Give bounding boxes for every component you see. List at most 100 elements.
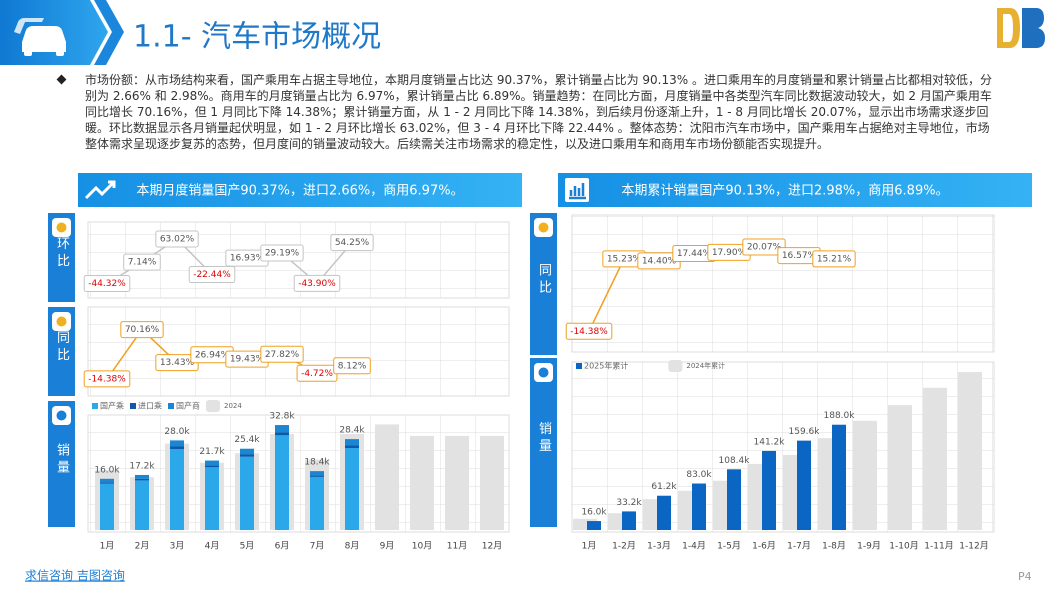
bar-previous [853,420,877,530]
label-box [83,370,131,388]
bar-previous [958,372,982,530]
data-label: 141.2k [754,437,786,447]
tab-label: 同比 [54,331,69,365]
legend-label: 国产商 [176,401,200,411]
label-box [188,265,236,283]
header-chevron [94,0,124,65]
data-label: 17.2k [129,461,155,471]
bar [135,474,149,479]
bar [135,478,149,481]
banner-text: 本期月度销量国产90.37%，进口2.66%，商用6.97%。 [136,183,463,199]
bar [100,483,114,530]
data-label: 27.82% [265,350,300,360]
chart-icon [565,178,589,202]
plot-area [87,414,510,533]
summary-text: 市场份额：从市场结构来看，国产乘用车占据主导地位，本期月度销量占比达 90.37… [85,73,992,151]
bar [100,482,114,484]
label-box [293,274,341,292]
bar-previous [923,387,947,530]
x-tick-label: 8月 [345,541,360,552]
x-tick-label: 10月 [412,541,432,552]
data-label: -43.90% [298,279,336,289]
data-label: 13.43% [160,358,195,368]
label-box [260,345,304,363]
x-tick-label: 6月 [275,541,290,552]
bar [275,435,289,530]
data-label: 188.0k [824,411,856,421]
bar [310,475,324,477]
banner [558,173,1032,207]
data-label: 32.8k [269,412,295,422]
x-tick-label: 1-2月 [612,541,636,552]
x-tick-label: 1-5月 [717,541,741,552]
data-label: 20.07% [747,243,782,253]
x-tick-label: 1月 [582,541,597,552]
data-label: 63.02% [160,235,195,245]
page-number: P4 [1018,570,1032,583]
x-tick-label: 1-4月 [682,541,706,552]
bar [205,467,219,530]
tab-icon-dot [538,222,549,233]
legend-label: 国产乘 [100,401,124,411]
bar [832,424,846,530]
bar [692,483,706,530]
bar [170,446,184,450]
legend-swatch [130,403,136,409]
data-label: 25.4k [234,435,260,445]
data-label: 21.7k [199,447,225,457]
bar [345,439,359,446]
bar [240,448,254,455]
label-box [120,321,164,339]
x-tick-label: 1-7月 [787,541,811,552]
data-label: 83.0k [686,470,712,480]
legend-label: 2024 [224,402,242,410]
x-tick-label: 9月 [380,541,395,552]
label-box [260,244,304,262]
data-label: 16.0k [581,508,607,518]
bar [797,440,811,530]
data-label: 17.44% [677,249,712,259]
bar [205,460,219,466]
x-tick-label: 1-9月 [857,541,881,552]
bar [345,445,359,449]
bar [275,432,289,436]
bar [205,465,219,468]
bar [587,521,601,530]
data-label: 33.2k [616,498,642,508]
data-label: -22.44% [193,270,231,280]
label-box [83,275,131,293]
legend-swatch [92,403,98,409]
data-label: -4.72% [301,369,333,379]
data-label: 54.25% [335,238,370,248]
x-tick-label: 1-3月 [647,541,671,552]
label-box [123,253,161,271]
footer-brand: 求信咨询 吉图咨询 [25,568,125,583]
tab-icon-dot [56,410,67,421]
data-label: 28.4k [339,426,365,436]
data-label: 15.23% [607,254,642,264]
data-label: 61.2k [651,482,677,492]
legend-swatch [668,360,683,372]
bar [622,511,636,530]
tab-label: 销量 [54,443,70,477]
bar [240,454,254,457]
legend-swatch [168,403,174,409]
bar [100,478,114,483]
label-box [742,238,786,256]
plot-area [571,214,995,353]
data-label: 16.93% [230,254,265,264]
tab-label: 销量 [536,422,552,456]
data-label: 14.40% [642,256,677,266]
tab-icon-dot [56,222,67,233]
tab-icon-dot [56,316,67,327]
x-tick-label: 7月 [310,541,325,552]
label-box [330,234,374,252]
bar-previous [573,518,597,530]
legend-label: 进口乘 [138,401,162,411]
bar [345,448,359,530]
data-label: 8.12% [338,361,367,371]
data-label: -44.32% [88,279,126,289]
bar [310,471,324,476]
bar [135,480,149,530]
